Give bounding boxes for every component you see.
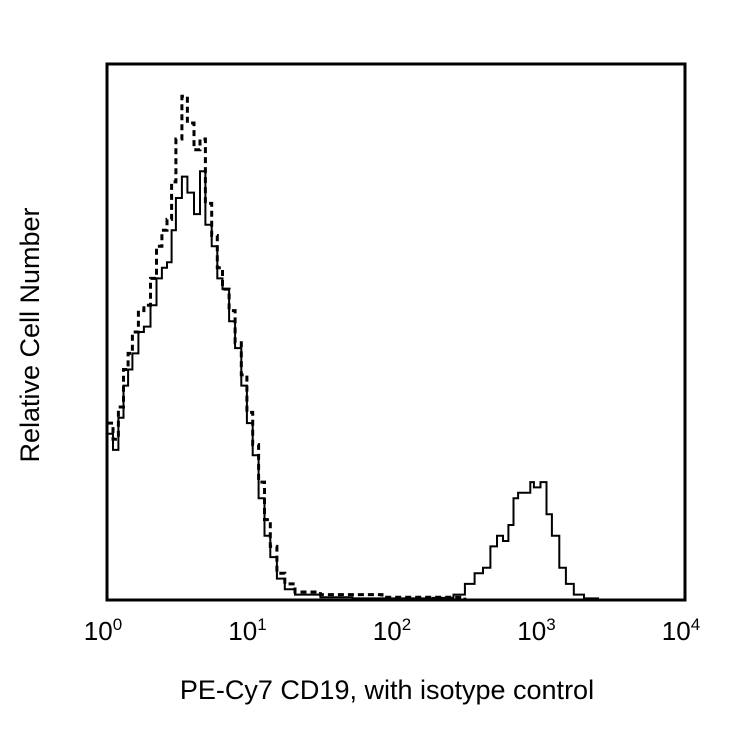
x-tick-label: 101 <box>228 615 266 646</box>
isotype-control-series <box>107 94 610 602</box>
x-axis-label: PE-Cy7 CD19, with isotype control <box>180 675 594 705</box>
y-axis-label: Relative Cell Number <box>15 207 45 462</box>
x-tick-label: 104 <box>662 615 700 646</box>
x-tick-label: 103 <box>517 615 555 646</box>
x-tick-label: 100 <box>84 615 122 646</box>
plot-area <box>107 94 610 602</box>
cd19-series <box>107 170 610 601</box>
x-tick-label: 102 <box>373 615 411 646</box>
x-axis-ticks: 100 101 102 103 104 <box>84 615 700 646</box>
plot-frame <box>105 62 687 602</box>
